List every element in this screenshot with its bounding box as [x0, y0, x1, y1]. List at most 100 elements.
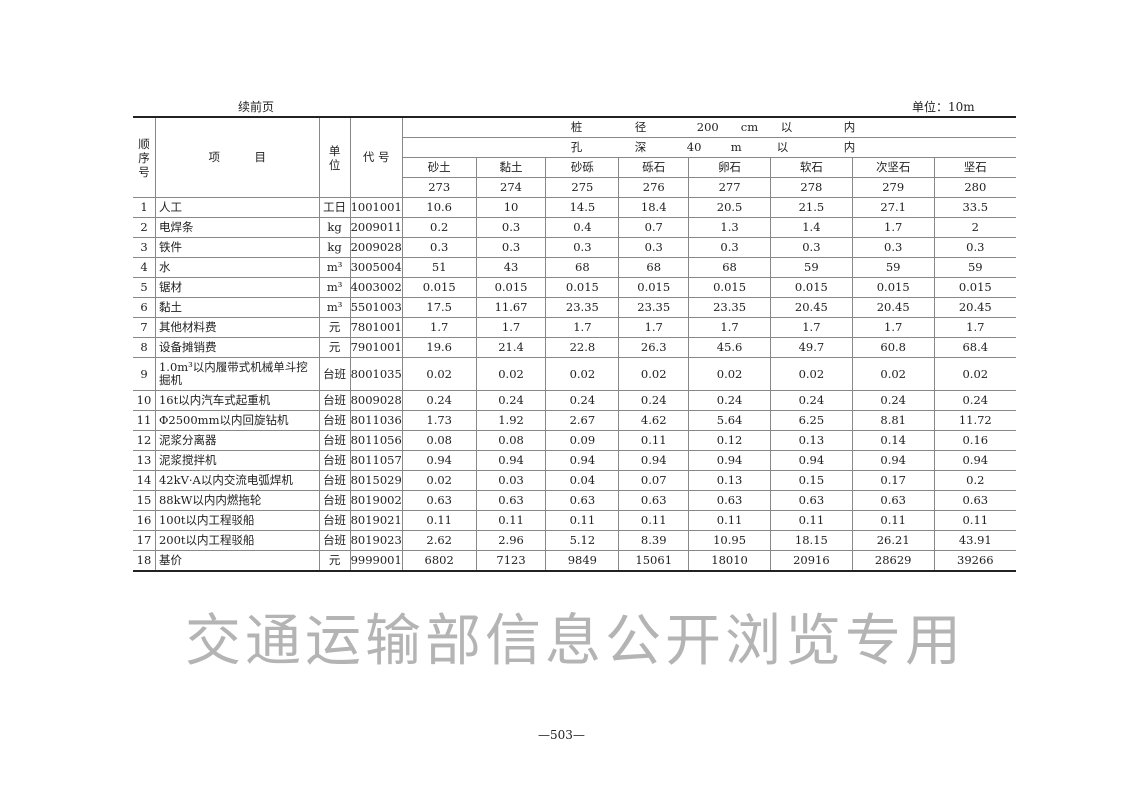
- row-value: 59: [769, 257, 853, 278]
- row-seq: 5: [133, 277, 156, 298]
- row-value: 5.12: [545, 530, 620, 551]
- soil-type-header: 砾石: [618, 157, 690, 178]
- row-value: 0.94: [851, 450, 935, 471]
- row-item: Φ2500mm以内回旋钻机: [154, 410, 320, 431]
- spec2-token: 内: [843, 140, 856, 154]
- row-item: 设备摊销费: [154, 337, 320, 358]
- soil-type-header: 坚石: [933, 157, 1016, 178]
- row-value: 0.24: [545, 390, 620, 411]
- table-row: 18 基价元 9999001 6802 7123 9849 15061 18010 20916 2…: [133, 550, 1016, 572]
- seq-header: 顺序号: [133, 116, 156, 198]
- row-code: 4003002: [349, 277, 403, 298]
- row-value: 0.4: [545, 217, 620, 238]
- row-unit: 台班: [318, 357, 351, 391]
- table-row: 7 其他材料费元 7801001 1.7 1.7 1.7 1.7 1.7 1.7 1.7 1.7: [133, 317, 1016, 338]
- row-value: 0.3: [401, 237, 477, 258]
- row-value: 0.015: [769, 277, 853, 298]
- row-value: 1.7: [401, 317, 477, 338]
- row-value: 6.25: [769, 410, 853, 431]
- row-value: 0.63: [401, 490, 477, 511]
- row-code: 2009011: [349, 217, 403, 238]
- row-value: 0.015: [688, 277, 771, 298]
- soil-type-header: 软石: [769, 157, 853, 178]
- row-unit: 台班: [318, 410, 351, 431]
- row-unit: 元: [318, 317, 351, 338]
- row-value: 0.03: [475, 470, 547, 491]
- row-item: 泥浆分离器: [154, 430, 320, 451]
- row-value: 0.015: [618, 277, 690, 298]
- row-value: 1.7: [851, 317, 935, 338]
- row-value: 11.67: [475, 297, 547, 318]
- row-value: 0.11: [618, 510, 690, 531]
- spec1-token: 内: [843, 120, 856, 134]
- row-value: 0.02: [933, 357, 1016, 391]
- row-seq: 2: [133, 217, 156, 238]
- row-unit: 台班: [318, 390, 351, 411]
- row-value: 0.3: [851, 237, 935, 258]
- row-item: 200t以内工程驳船: [154, 530, 320, 551]
- quota-number: 274: [475, 177, 547, 198]
- row-item: 人工: [154, 197, 320, 218]
- row-value: 1.7: [545, 317, 620, 338]
- row-value: 1.92: [475, 410, 547, 431]
- spec2-token: 孔: [570, 140, 583, 154]
- table-row: 15 88kW以内内燃拖轮 台班 8019002 0.63 0.63 0.63 0.63 0.6…: [133, 490, 1016, 511]
- table-row: 1 人工 工日 1001001 10.6 10 14.5 18.4 20.5 21.5 27.1 33…: [133, 197, 1016, 218]
- table-row: 11 Φ2500mm以内回旋钻机 台班 8011036 1.73 1.92 2.67 4.62…: [133, 410, 1016, 431]
- row-value: 28629: [851, 550, 935, 572]
- row-value: 0.94: [769, 450, 853, 471]
- row-value: 1.7: [475, 317, 547, 338]
- row-value: 10.95: [688, 530, 771, 551]
- row-value: 20.45: [769, 297, 853, 318]
- row-seq: 6: [133, 297, 156, 318]
- row-value: 0.08: [401, 430, 477, 451]
- row-item: 水: [154, 257, 320, 278]
- row-value: 45.6: [688, 337, 771, 358]
- row-unit: m³: [318, 297, 351, 318]
- row-value: 0.63: [933, 490, 1016, 511]
- row-value: 0.3: [688, 237, 771, 258]
- unit-label: 单位：10m: [912, 100, 975, 114]
- row-value: 0.16: [933, 430, 1016, 451]
- spec-diameter: 桩 径 200 cm 以 内: [401, 116, 1016, 138]
- row-code: 8015029: [349, 470, 403, 491]
- row-value: 10: [475, 197, 547, 218]
- row-value: 0.94: [475, 450, 547, 471]
- row-value: 43.91: [933, 530, 1016, 551]
- row-code: 7801001: [349, 317, 403, 338]
- row-item: 1.0m³以内履带式机械单斗挖掘机: [154, 357, 320, 391]
- row-value: 68: [618, 257, 690, 278]
- row-value: 26.21: [851, 530, 935, 551]
- row-seq: 13: [133, 450, 156, 471]
- row-item: 泥浆搅拌机: [154, 450, 320, 471]
- row-value: 10.6: [401, 197, 477, 218]
- quota-number: 276: [618, 177, 690, 198]
- row-value: 0.24: [769, 390, 853, 411]
- row-code: 8009028: [349, 390, 403, 411]
- watermark: 交通运输部信息公开浏览专用: [185, 609, 965, 674]
- row-code: 8019023: [349, 530, 403, 551]
- row-value: 0.63: [545, 490, 620, 511]
- row-value: 0.3: [933, 237, 1016, 258]
- row-value: 0.24: [401, 390, 477, 411]
- row-value: 0.07: [618, 470, 690, 491]
- row-value: 20.45: [933, 297, 1016, 318]
- row-unit: 台班: [318, 490, 351, 511]
- quota-number: 277: [688, 177, 771, 198]
- row-value: 33.5: [933, 197, 1016, 218]
- row-value: 0.015: [933, 277, 1016, 298]
- spec2-token: 40: [686, 140, 702, 154]
- soil-type-header: 次坚石: [851, 157, 935, 178]
- row-value: 0.15: [769, 470, 853, 491]
- row-value: 1.7: [769, 317, 853, 338]
- row-value: 18.4: [618, 197, 690, 218]
- row-code: 8019021: [349, 510, 403, 531]
- row-code: 8011036: [349, 410, 403, 431]
- row-code: 8019002: [349, 490, 403, 511]
- row-seq: 1: [133, 197, 156, 218]
- row-item: 其他材料费: [154, 317, 320, 338]
- row-value: 0.09: [545, 430, 620, 451]
- row-value: 0.02: [401, 357, 477, 391]
- row-value: 8.81: [851, 410, 935, 431]
- row-value: 0.24: [688, 390, 771, 411]
